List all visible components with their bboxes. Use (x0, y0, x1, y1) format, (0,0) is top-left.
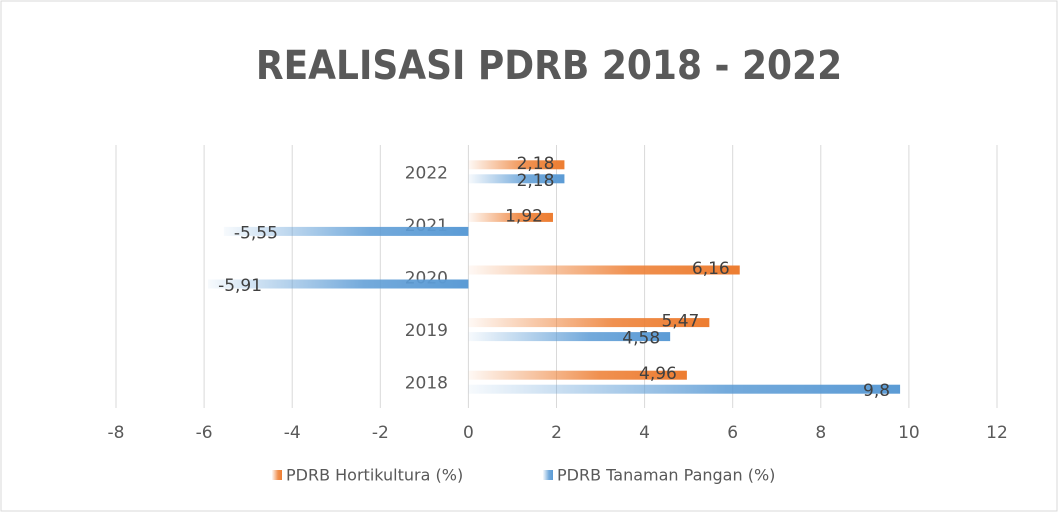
legend-swatch (272, 470, 282, 480)
y-tick-label: 2019 (405, 321, 448, 341)
x-tick-label: -6 (196, 423, 213, 443)
x-tick-label: -4 (284, 423, 301, 443)
x-tick-label: 2 (551, 423, 562, 443)
legend-label: PDRB Tanaman Pangan (%) (557, 466, 775, 485)
data-label: 1,92 (505, 206, 543, 226)
x-tick-label: -2 (372, 423, 389, 443)
y-tick-label: 2018 (405, 374, 448, 394)
bar (208, 279, 469, 289)
data-label: 2,18 (517, 171, 555, 191)
x-tick-label: 8 (815, 423, 826, 443)
data-label: 4,58 (622, 329, 660, 349)
data-label: 6,16 (692, 259, 730, 279)
x-tick-label: 12 (986, 423, 1008, 443)
bar (468, 160, 565, 170)
data-label: 5,47 (661, 312, 699, 332)
x-tick-label: 10 (898, 423, 920, 443)
x-tick-label: -8 (108, 423, 125, 443)
data-label: 9,8 (863, 381, 890, 401)
legend-swatch (543, 470, 553, 480)
chart-title: REALISASI PDRB 2018 - 2022 (256, 43, 842, 89)
y-tick-label: 2022 (405, 163, 448, 183)
data-label: 2,18 (517, 154, 555, 174)
x-tick-label: 6 (727, 423, 738, 443)
x-tick-label: 0 (463, 423, 474, 443)
bar (468, 265, 740, 275)
bar (468, 212, 553, 222)
data-label: 4,96 (639, 364, 677, 384)
bar (468, 318, 710, 328)
bar (468, 332, 671, 342)
legend-label: PDRB Hortikultura (%) (286, 466, 463, 485)
bar (468, 174, 565, 184)
bar (468, 370, 687, 380)
data-label: -5,55 (234, 223, 278, 243)
bar (223, 226, 469, 236)
x-tick-label: 4 (639, 423, 650, 443)
data-label: -5,91 (218, 276, 262, 296)
bar (468, 384, 901, 394)
